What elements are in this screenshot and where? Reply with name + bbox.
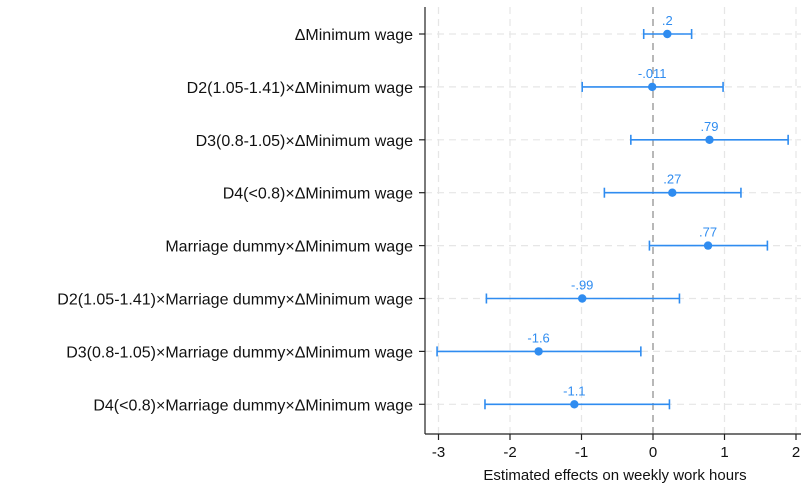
row-label: D3(0.8-1.05)×Marriage dummy×ΔMinimum wag… — [66, 344, 413, 361]
estimate-point — [534, 347, 543, 356]
x-tick-label: -2 — [503, 444, 516, 461]
row-label: D2(1.05-1.41)×Marriage dummy×ΔMinimum wa… — [57, 292, 413, 309]
estimate-point — [570, 400, 579, 409]
row-label: D4(<0.8)×Marriage dummy×ΔMinimum wage — [93, 397, 413, 414]
x-tick-label: 0 — [649, 444, 657, 461]
row-label: D4(<0.8)×ΔMinimum wage — [223, 186, 413, 203]
estimate-point — [578, 294, 587, 303]
row-label: D3(0.8-1.05)×ΔMinimum wage — [196, 133, 414, 150]
x-tick-label: 2 — [792, 444, 800, 461]
estimate-point — [663, 29, 672, 39]
data-label: .2 — [662, 13, 673, 28]
x-tick-label: -3 — [432, 444, 445, 461]
data-label: .77 — [699, 225, 717, 240]
x-tick-label: 1 — [720, 444, 728, 461]
estimate-point — [705, 135, 714, 144]
axes: ΔMinimum wage D2(1.05-1.41)×ΔMinimum wage… — [57, 7, 801, 461]
data-label: .27 — [663, 172, 681, 187]
x-tick-label: -1 — [575, 444, 588, 461]
data-label: -.99 — [571, 278, 593, 293]
estimate-point — [648, 82, 657, 92]
x-axis-title: Estimated effects on weekly work hours — [483, 467, 746, 484]
data-label: -1.1 — [563, 383, 585, 398]
data-label: -1.6 — [527, 330, 549, 345]
data-marks: .2 -.011 .79 .27 .77 -.99 -1.6 -1.1 — [436, 13, 789, 410]
row-label: Marriage dummy×ΔMinimum wage — [165, 239, 413, 256]
data-label: -.011 — [638, 66, 667, 81]
row-label: ΔMinimum wage — [295, 27, 413, 44]
data-label: .79 — [700, 119, 718, 134]
gridlines — [425, 7, 801, 434]
estimate-point — [668, 188, 677, 197]
row-label: D2(1.05-1.41)×ΔMinimum wage — [187, 80, 413, 97]
estimate-point — [703, 241, 713, 250]
